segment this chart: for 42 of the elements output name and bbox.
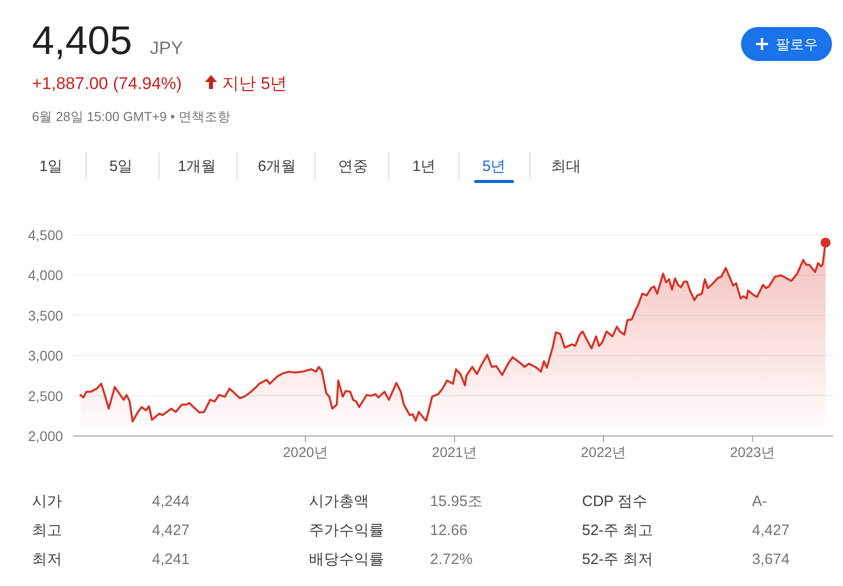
y-tick-label: 3,000 bbox=[28, 348, 64, 364]
chart-subtitle: JPY bbox=[150, 38, 184, 58]
text: 52-주 최고 bbox=[582, 522, 653, 539]
text: 지난 5년 bbox=[222, 74, 288, 93]
text: 배당수익률 bbox=[309, 551, 384, 568]
text: 5년 bbox=[482, 158, 506, 175]
text: +1,887.00 (74.94%) bbox=[32, 74, 182, 93]
text: 4,244 bbox=[152, 493, 190, 510]
text: 1개월 bbox=[178, 158, 216, 175]
y-tick-label: 2,500 bbox=[28, 388, 64, 404]
x-tick-label: 2021년 bbox=[432, 444, 478, 460]
text: 5일 bbox=[109, 158, 133, 175]
text: 15.95조 bbox=[430, 493, 483, 510]
text: A- bbox=[752, 493, 768, 510]
text: 팔로우 bbox=[776, 36, 818, 52]
x-tick-label: 2022년 bbox=[580, 444, 626, 460]
text: 연중 bbox=[338, 158, 368, 175]
text: 시가 bbox=[32, 493, 62, 510]
text: 최대 bbox=[551, 158, 581, 175]
text: 1년 bbox=[412, 158, 436, 175]
text: 1일 bbox=[39, 158, 63, 175]
text: 4,427 bbox=[752, 522, 790, 539]
x-tick-label: 2023년 bbox=[730, 444, 776, 460]
text: 12.66 bbox=[430, 522, 468, 539]
text: 52-주 최저 bbox=[582, 551, 653, 568]
x-tick-label: 2020년 bbox=[282, 444, 328, 460]
text: 3,674 bbox=[752, 551, 790, 568]
text: 4,241 bbox=[152, 551, 190, 568]
text: 최고 bbox=[32, 522, 62, 539]
text: 6월 28일 15:00 GMT+9 • 면책조항 bbox=[32, 109, 231, 124]
y-tick-label: 3,500 bbox=[28, 307, 64, 324]
text: 시가총액 bbox=[309, 493, 369, 510]
y-tick-label: 2,000 bbox=[28, 428, 64, 444]
text: 최저 bbox=[32, 551, 62, 568]
text: 2.72% bbox=[430, 551, 473, 568]
text: 6개월 bbox=[258, 158, 296, 175]
text: 4,427 bbox=[152, 522, 190, 539]
y-tick-label: 4,500 bbox=[28, 227, 64, 243]
y-tick-label: 4,000 bbox=[28, 267, 64, 284]
text: 주가수익률 bbox=[309, 522, 384, 539]
text: CDP 점수 bbox=[582, 493, 648, 510]
chart-title: 4,405 bbox=[32, 19, 132, 63]
